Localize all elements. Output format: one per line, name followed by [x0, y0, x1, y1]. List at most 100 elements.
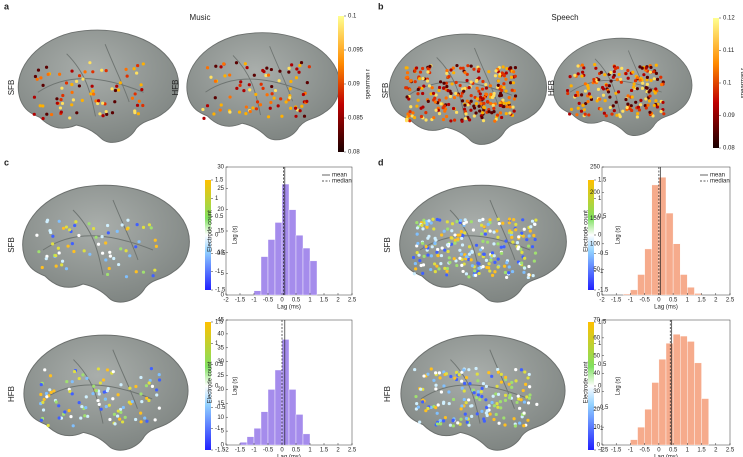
electrode-dot — [451, 424, 455, 428]
electrode-dot — [134, 245, 138, 249]
electrode-dot — [439, 390, 444, 394]
electrode-dot — [426, 253, 430, 257]
electrode-dot — [97, 392, 101, 396]
electrode-dot — [301, 92, 305, 97]
electrode-dot — [467, 118, 472, 122]
x-tick-label: -2 — [599, 298, 605, 304]
electrode-dot — [629, 104, 633, 108]
x-tick-label: 2.5 — [348, 298, 357, 304]
electrode-dot — [589, 95, 593, 99]
x-tick-label: -0.5 — [263, 448, 274, 454]
electrode-dot — [569, 107, 574, 111]
electrode-dot — [534, 218, 538, 222]
electrode-dot — [297, 70, 301, 74]
electrode-dot — [418, 77, 422, 81]
electrode-dot — [467, 368, 471, 372]
electrode-dot — [462, 262, 466, 266]
electrode-dot — [416, 98, 420, 102]
y-tick-label: 40 — [217, 331, 224, 337]
electrode-dot — [632, 85, 636, 89]
electrode-dot — [116, 88, 121, 92]
electrode-dot — [280, 114, 284, 118]
electrode-dot — [218, 108, 222, 112]
x-tick-label: 1 — [686, 298, 690, 304]
electrode-dot — [101, 114, 105, 118]
electrode-dot — [417, 253, 421, 257]
electrode-dot — [39, 392, 43, 397]
electrode-dot — [481, 97, 485, 101]
x-tick-label: 2.5 — [726, 448, 735, 454]
electrode-dot — [405, 75, 410, 79]
electrode-dot — [205, 104, 210, 108]
electrode-dot — [609, 70, 613, 75]
electrode-dot — [408, 88, 412, 92]
electrode-dot — [41, 83, 45, 87]
x-tick-label: 1 — [308, 298, 312, 304]
electrode-dot — [487, 266, 491, 270]
y-tick-label: 30 — [217, 359, 224, 365]
electrode-dot — [474, 273, 478, 277]
electrode-dot — [108, 254, 112, 258]
electrode-dot — [40, 265, 44, 270]
bar — [288, 209, 297, 296]
bar — [687, 341, 695, 446]
electrode-dot — [514, 222, 518, 227]
electrode-dot — [499, 251, 504, 255]
electrode-dot — [94, 99, 98, 103]
electrode-dot — [104, 69, 108, 73]
electrode-dot — [252, 73, 256, 77]
bar — [694, 293, 702, 296]
row-label: HFB — [383, 386, 392, 402]
electrode-dot — [48, 229, 52, 233]
electrode-dot — [147, 381, 151, 385]
electrode-dot — [475, 412, 479, 416]
y-tick-label: 45 — [217, 318, 224, 324]
bar — [694, 362, 702, 446]
electrode-dot — [54, 264, 58, 268]
electrode-dot — [493, 119, 497, 123]
x-tick-label: 1 — [686, 448, 690, 454]
colorbar-tick-label: 0.11 — [723, 48, 735, 54]
electrode-dot — [273, 88, 278, 93]
electrode-dot — [458, 422, 462, 426]
electrode-dot — [466, 103, 470, 107]
electrode-dot — [433, 100, 437, 104]
electrode-dot — [77, 401, 81, 405]
electrode-dot — [91, 92, 96, 96]
x-tick-label: -0.5 — [639, 298, 650, 304]
panel-title: Music — [190, 13, 211, 22]
electrode-dot — [91, 391, 95, 396]
bar — [687, 287, 695, 296]
electrode-dot — [576, 93, 580, 97]
electrode-dot — [507, 221, 511, 225]
electrode-dot — [141, 225, 146, 229]
bar — [302, 247, 311, 296]
electrode-dot — [599, 107, 603, 111]
electrode-dot — [502, 104, 506, 109]
electrode-dot — [646, 103, 650, 107]
electrode-dot — [501, 65, 505, 69]
electrode-dot — [96, 399, 100, 403]
electrode-dot — [532, 233, 536, 238]
electrode-dot — [642, 73, 646, 77]
electrode-dot — [96, 99, 101, 103]
electrode-dot — [88, 61, 92, 65]
electrode-dot — [498, 103, 502, 108]
bar — [281, 339, 290, 446]
electrode-dot — [489, 258, 493, 262]
electrode-dot — [101, 101, 105, 105]
colorbar-tick-label: 0.1 — [723, 81, 732, 87]
electrode-dot — [143, 416, 147, 420]
electrode-dot — [419, 387, 423, 391]
legend-label: mean — [710, 173, 725, 179]
row-label: SFB — [7, 237, 16, 253]
electrode-dot — [527, 372, 531, 377]
electrode-dot — [74, 220, 78, 224]
electrode-dot — [507, 396, 512, 400]
electrode-dot — [413, 69, 417, 73]
electrode-dot — [474, 366, 478, 371]
electrode-dot — [454, 370, 459, 374]
electrode-dot — [134, 417, 138, 422]
electrode-dot — [488, 84, 493, 88]
electrode-dot — [454, 259, 458, 263]
